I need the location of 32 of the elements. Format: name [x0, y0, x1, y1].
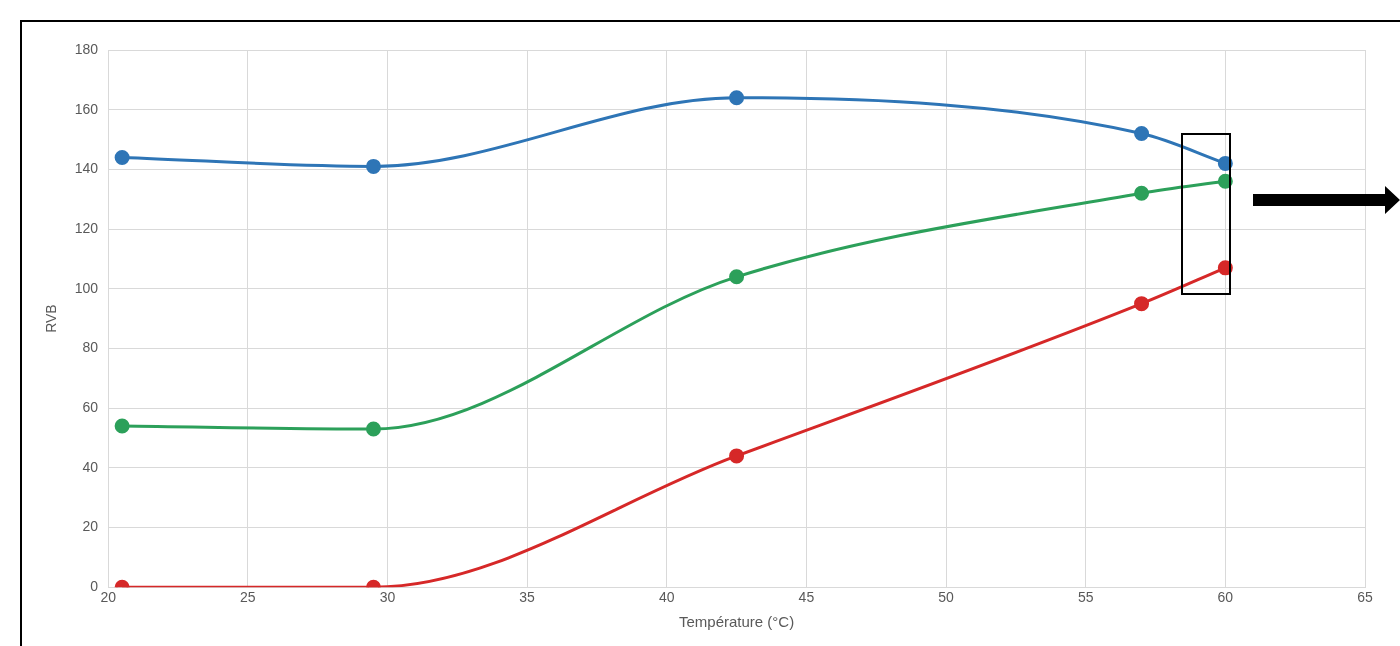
y-tick-label: 80 [82, 339, 99, 356]
point [1134, 185, 1150, 201]
y-tick-label: 40 [82, 458, 99, 475]
x-tick-label: 50 [938, 589, 955, 606]
y-tick-label: 160 [74, 100, 99, 117]
x-tick-label: 40 [658, 589, 675, 606]
y-tick-label: 120 [74, 219, 99, 236]
x-tick-label: 35 [519, 589, 536, 606]
x-tick-label: 45 [798, 589, 815, 606]
y-tick-label: 60 [82, 398, 99, 415]
y-tick-label: 20 [82, 518, 99, 535]
x-tick-label: 25 [240, 589, 256, 606]
point [114, 149, 130, 165]
point [365, 421, 381, 437]
y-tick-label: 100 [74, 279, 99, 296]
point [365, 158, 381, 174]
x-tick-label: 65 [1357, 589, 1373, 606]
x-axis-title: Température (°C) [678, 613, 795, 631]
y-tick-label: 140 [74, 160, 99, 177]
point [729, 448, 745, 464]
point [729, 269, 745, 285]
x-tick-label: 60 [1217, 589, 1234, 606]
point [1134, 296, 1150, 312]
point [729, 90, 745, 106]
x-tick-label: 55 [1077, 589, 1094, 606]
y-axis-title: RVB [43, 304, 60, 333]
y-tick-label: 0 [90, 578, 99, 595]
y-tick-label: 180 [74, 40, 99, 57]
x-tick-label: 20 [100, 589, 117, 606]
point [114, 418, 130, 434]
point [1134, 126, 1150, 142]
x-tick-label: 30 [379, 589, 396, 606]
